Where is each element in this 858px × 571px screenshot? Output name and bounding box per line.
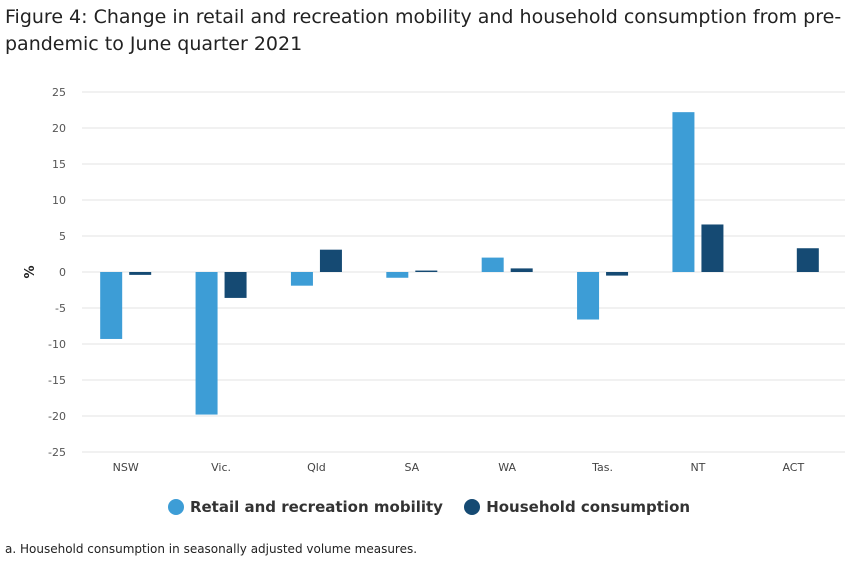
bar-household-vic [224, 272, 247, 298]
legend-item-retail: Retail and recreation mobility [167, 498, 443, 516]
x-tick-label: Vic. [211, 461, 231, 474]
y-tick-label: -10 [48, 338, 66, 351]
y-tick-label: 20 [52, 122, 66, 135]
y-tick-label: -5 [55, 302, 66, 315]
bar-household-sa [415, 270, 438, 272]
y-tick-label: 0 [59, 266, 66, 279]
x-tick-label: SA [404, 461, 419, 474]
y-tick-label: 5 [59, 230, 66, 243]
y-tick-label: 10 [52, 194, 66, 207]
legend: Retail and recreation mobility Household… [0, 498, 858, 519]
y-axis-label: % [23, 265, 38, 278]
x-tick-label: WA [498, 461, 516, 474]
x-tick-label: NSW [113, 461, 139, 474]
bar-retail-wa [481, 257, 504, 272]
bar-retail-sa [386, 272, 409, 278]
y-tick-label: -25 [48, 446, 66, 459]
bar-household-wa [510, 268, 533, 272]
bar-household-nsw [129, 272, 152, 275]
bar-retail-tas [577, 272, 600, 320]
y-tick-label: -15 [48, 374, 66, 387]
x-tick-label: Tas. [591, 461, 613, 474]
bar-chart: 25 20 15 10 5 0 -5 -10 -15 -20 -25 NSW Vic. Qld SA WA T… [23, 86, 845, 474]
chart-title: Figure 4: Change in retail and recreatio… [5, 6, 842, 55]
y-tick-label: 25 [52, 86, 66, 99]
bar-retail-nt [672, 112, 695, 272]
bar-household-tas [606, 272, 629, 276]
x-tick-label: NT [690, 461, 705, 474]
bar-household-qld [319, 249, 342, 272]
legend-label-retail: Retail and recreation mobility [189, 498, 443, 516]
bar-household-act [796, 248, 819, 272]
legend-swatch-household-icon [464, 499, 481, 515]
y-tick-label: 15 [52, 158, 66, 171]
bar-retail-qld [290, 272, 313, 286]
y-tick-label: -20 [48, 410, 66, 423]
x-tick-label: ACT [782, 461, 804, 474]
bar-retail-vic [195, 272, 218, 415]
footnote: a. Household consumption in seasonally a… [5, 542, 418, 556]
grid-lines [82, 91, 845, 453]
bars [100, 112, 819, 415]
bar-household-nt [701, 224, 724, 272]
legend-swatch-retail-icon [167, 499, 184, 515]
x-tick-label: Qld [307, 461, 326, 474]
legend-item-household: Household consumption [464, 498, 690, 516]
y-axis-ticks: 25 20 15 10 5 0 -5 -10 -15 -20 -25 [48, 86, 66, 459]
legend-label-household: Household consumption [486, 498, 691, 516]
x-axis-labels: NSW Vic. Qld SA WA Tas. NT ACT [113, 461, 805, 474]
bar-retail-nsw [100, 272, 123, 339]
